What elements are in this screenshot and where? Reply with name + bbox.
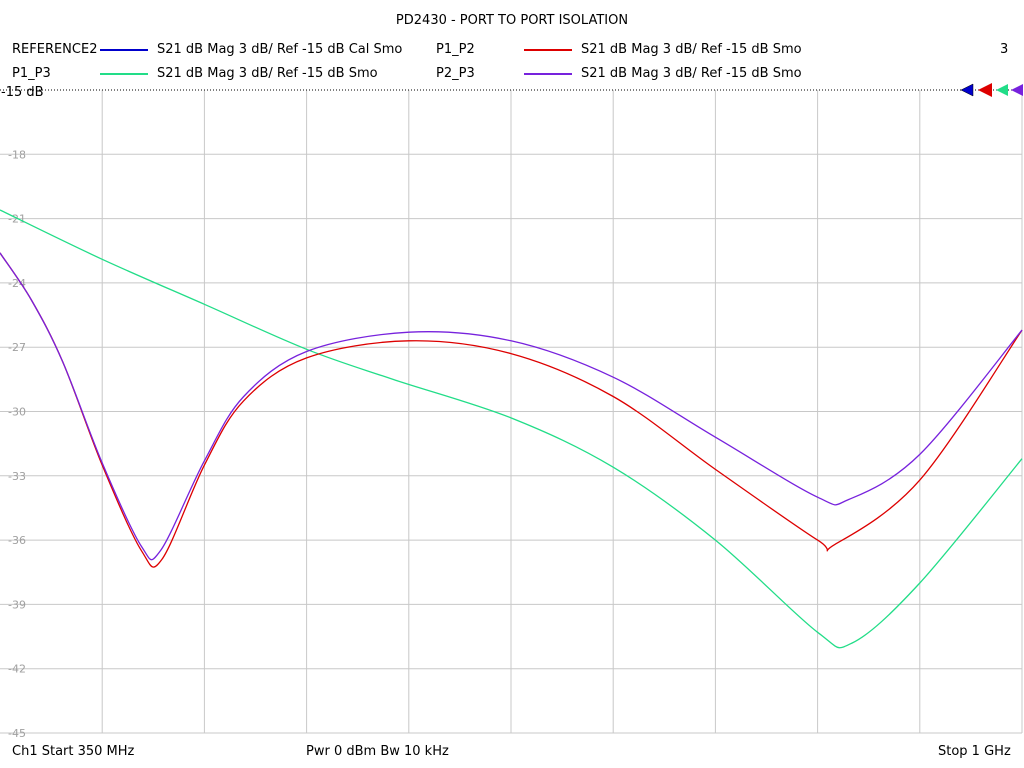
trace-p1p3 [0,209,1023,649]
power-bandwidth: Pwr 0 dBm Bw 10 kHz [306,744,449,759]
traces [0,209,1023,649]
y-tick-label: -39 [8,598,26,611]
ref-marker-p1p3 [996,84,1008,96]
legend-swatch-p2p3 [524,73,572,75]
legend-desc-p1p3: S21 dB Mag 3 dB/ Ref -15 dB Smo [157,66,378,81]
legend-name-reference2: REFERENCE2 [12,42,98,57]
legend-desc-p1p2: S21 dB Mag 3 dB/ Ref -15 dB Smo [581,42,802,57]
legend-desc-p2p3: S21 dB Mag 3 dB/ Ref -15 dB Smo [581,66,802,81]
y-tick-labels: -18-21-24-27-30-33-36-39-42-45 [8,148,26,740]
channel-count: 3 [1000,42,1009,57]
y-tick-label: -36 [8,534,26,547]
ref-markers [960,83,1023,97]
y-tick-label: -24 [8,277,26,290]
chart-title: PD2430 - PORT TO PORT ISOLATION [395,13,629,28]
y-tick-label: -45 [8,727,26,740]
y-tick-label: -33 [8,470,26,483]
legend-name-p2p3: P2_P3 [436,66,475,81]
ref-marker-p1p2 [978,83,992,97]
y-tick-label: -18 [8,148,26,161]
legend-swatch-reference2 [100,49,148,51]
legend-desc-reference2: S21 dB Mag 3 dB/ Ref -15 dB Cal Smo [157,42,403,57]
stop-frequency: Stop 1 GHz [938,744,1011,759]
start-frequency: Ch1 Start 350 MHz [12,744,135,759]
ref-level-label: -15 dB [1,85,44,100]
y-tick-label: -42 [8,663,26,676]
legend-swatch-p1p3 [100,73,148,75]
legend-swatch-p1p2 [524,49,572,51]
ref-marker-reference2 [960,83,974,97]
grid [0,89,1023,734]
trace-p1p2 [0,252,1023,568]
trace-p2p3 [0,252,1023,561]
legend-name-p1p2: P1_P2 [436,42,475,57]
y-tick-label: -30 [8,406,26,419]
ref-marker-p2p3 [1011,84,1023,96]
y-tick-label: -27 [8,341,26,354]
legend-name-p1p3: P1_P3 [12,66,51,81]
